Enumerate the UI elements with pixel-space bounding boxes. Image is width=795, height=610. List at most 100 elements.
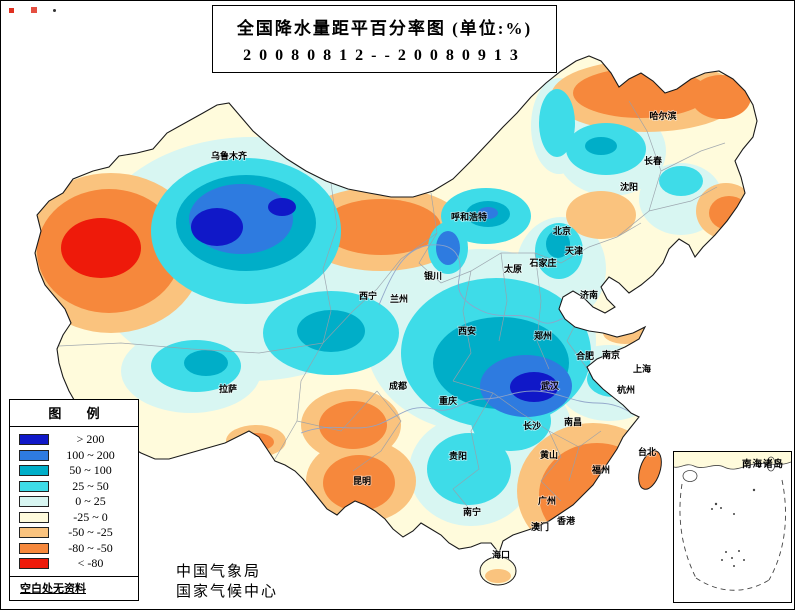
legend-row: 100 ~ 200 <box>10 448 138 464</box>
legend-no-data-note: 空白处无资料 <box>10 575 138 600</box>
inset-mainland-coast-fill <box>674 452 791 470</box>
inset-dash-line-west <box>679 483 697 579</box>
map-title-box: 全国降水量距平百分率图 (单位:%) 20080812--20080913 <box>212 5 557 73</box>
city-label-上海: 上海 <box>633 363 651 374</box>
city-label-昆明: 昆明 <box>353 476 371 486</box>
precip-region-band-7 <box>323 455 395 511</box>
inset-dash-line-east <box>768 479 786 581</box>
inset-dash-line-south <box>695 577 770 591</box>
city-label-沈阳: 沈阳 <box>620 181 638 192</box>
legend-swatch <box>19 480 49 492</box>
city-label-黄山: 黄山 <box>540 449 558 460</box>
precip-region-band-7 <box>573 68 709 118</box>
city-label-武汉: 武汉 <box>541 380 560 391</box>
inset-island-dots <box>711 488 756 567</box>
precip-region-band-2 <box>546 230 570 258</box>
city-label-天津: 天津 <box>565 245 583 256</box>
legend-header: 图 例 <box>10 400 138 427</box>
precip-region-band-2 <box>297 310 365 352</box>
city-label-贵阳: 贵阳 <box>449 450 467 461</box>
rivers <box>300 244 636 434</box>
legend-row: -25 ~ 0 <box>10 510 138 526</box>
corner-mark-dot <box>53 9 56 12</box>
city-label-成都: 成都 <box>389 380 407 391</box>
legend-row: 50 ~ 100 <box>10 463 138 479</box>
legend-row: < -80 <box>10 556 138 572</box>
precip-region-band-6 <box>603 322 647 344</box>
city-label-广州: 广州 <box>538 495 556 506</box>
inset-label: 南海诸岛 <box>741 460 784 470</box>
legend-label: 50 ~ 100 <box>69 463 112 478</box>
precip-region-band-7 <box>691 75 751 119</box>
city-label-乌鲁木齐: 乌鲁木齐 <box>211 150 248 161</box>
precip-region-band-3 <box>427 433 511 505</box>
legend-label: > 200 <box>76 432 105 447</box>
city-label-石家庄: 石家庄 <box>528 257 556 268</box>
city-label-兰州: 兰州 <box>390 293 408 304</box>
legend-label: 0 ~ 25 <box>75 494 106 509</box>
legend-label: 100 ~ 200 <box>66 447 115 462</box>
city-label-台北: 台北 <box>638 446 656 457</box>
city-label-合肥: 合肥 <box>576 350 594 361</box>
city-label-南宁: 南宁 <box>463 506 481 517</box>
inset-map <box>674 452 791 591</box>
precip-region-band-3 <box>659 166 703 196</box>
yellow-river <box>378 244 568 324</box>
legend-swatch <box>19 434 49 446</box>
precip-region-band-0 <box>510 372 558 402</box>
legend-row: 25 ~ 50 <box>10 479 138 495</box>
precip-region-band-6 <box>226 425 286 457</box>
precip-region-band-7 <box>319 401 387 449</box>
legend-rows: > 200 100 ~ 200 50 ~ 100 25 ~ 50 0 ~ 25 -25 ~… <box>10 427 138 576</box>
precip-region-band-2 <box>585 137 617 155</box>
legend-swatch <box>19 449 49 461</box>
province-borders <box>58 100 726 512</box>
legend-label: 25 ~ 50 <box>72 478 109 493</box>
city-label-济南: 济南 <box>580 289 598 300</box>
city-label-福州: 福州 <box>591 464 610 475</box>
legend-label: -80 ~ -50 <box>68 540 113 555</box>
city-label-呼和浩特: 呼和浩特 <box>451 211 487 222</box>
legend-row: -80 ~ -50 <box>10 541 138 557</box>
city-label-郑州: 郑州 <box>534 330 552 341</box>
precip-region-band-3 <box>539 89 575 157</box>
province-border-lines <box>58 100 726 512</box>
city-label-银川: 银川 <box>424 270 442 281</box>
city-label-太原: 太原 <box>503 263 522 274</box>
precip-region-band-1 <box>436 231 460 265</box>
inset-coastline <box>674 461 791 470</box>
city-label-西安: 西安 <box>458 325 476 336</box>
legend-label: < -80 <box>77 556 104 571</box>
precip-region-band-2 <box>184 350 228 376</box>
precip-region-band-7 <box>321 199 441 255</box>
corner-mark-red-2 <box>31 7 37 13</box>
city-label-长春: 长春 <box>644 155 663 166</box>
precip-region-band-0 <box>191 208 243 246</box>
legend-label: -50 ~ -25 <box>68 525 113 540</box>
inset-hainan-island <box>682 470 698 482</box>
city-label-哈尔滨: 哈尔滨 <box>649 110 676 121</box>
yangtze-river <box>300 390 636 434</box>
city-label-南昌: 南昌 <box>564 416 582 427</box>
city-label-澳门: 澳门 <box>531 521 549 532</box>
legend-label: -25 ~ 0 <box>73 509 108 524</box>
city-label-拉萨: 拉萨 <box>219 383 237 394</box>
inset-taiwan-island <box>766 456 776 472</box>
city-label-杭州: 杭州 <box>617 384 635 395</box>
legend-swatch <box>19 527 49 539</box>
city-label-海口: 海口 <box>492 549 510 560</box>
legend-row: -50 ~ -25 <box>10 525 138 541</box>
corner-artifact <box>9 6 61 18</box>
legend-swatch <box>19 511 49 523</box>
hainan-anomaly-region <box>485 569 511 583</box>
precip-region-band-6 <box>566 191 636 239</box>
precip-region-band-8 <box>61 218 141 278</box>
legend-swatch <box>19 542 49 554</box>
credit-center: 国家气候中心 <box>176 584 279 600</box>
city-label-重庆: 重庆 <box>439 395 457 406</box>
legend-swatch <box>19 496 49 508</box>
islands <box>479 450 662 586</box>
legend-box: 图 例 > 200 100 ~ 200 50 ~ 100 25 ~ 50 0 ~ 25-… <box>9 399 139 601</box>
